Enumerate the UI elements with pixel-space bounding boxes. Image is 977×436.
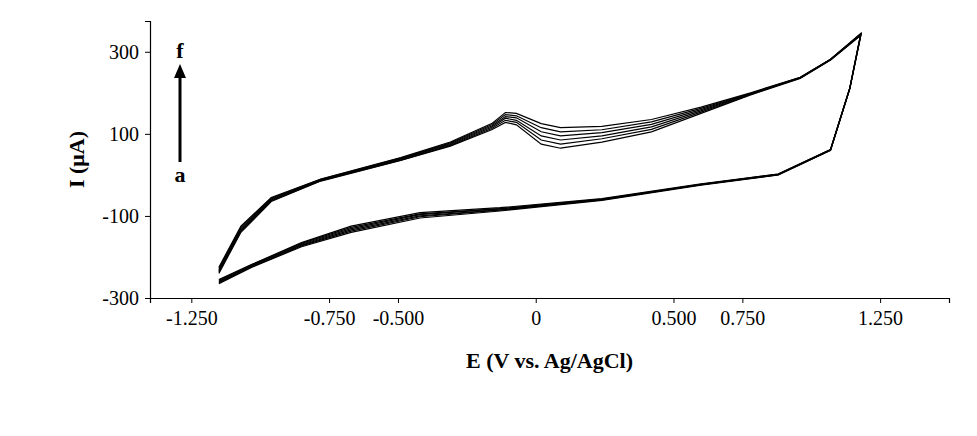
chart: -1.250 -0.750 -0.500 0 0.500 0.750 1.250 -300 -1… [0, 0, 977, 436]
annotation: f [176, 38, 184, 63]
x-tick-mark [398, 298, 399, 303]
x-tick: -0.500 [373, 298, 425, 329]
cv-curve [219, 34, 861, 281]
y-tick-label: 100 [109, 123, 139, 145]
x-axis: -1.250 -0.750 -0.500 0 0.500 0.750 1.250 [151, 298, 950, 329]
cv-curve [219, 35, 861, 283]
y-tick-label: -100 [102, 205, 139, 227]
x-axis-line [151, 299, 950, 304]
x-tick-label: -0.500 [373, 307, 425, 329]
x-tick-label: 0 [531, 307, 541, 329]
y-axis-title: I (μA) [64, 131, 89, 188]
x-axis-title: E (V vs. Ag/AgCl) [466, 348, 633, 373]
arrow-shaft [179, 72, 182, 162]
x-tick: -0.750 [304, 298, 356, 329]
x-tick-mark [329, 298, 330, 303]
x-tick-label: 1.250 [858, 307, 903, 329]
y-tick: 300 [109, 41, 150, 63]
y-tick: 100 [109, 123, 150, 145]
y-axis-line [145, 22, 151, 299]
arrow-head [174, 64, 186, 78]
y-tick-mark [145, 52, 150, 53]
cv-curve [219, 34, 861, 281]
x-tick: 0 [531, 298, 541, 329]
cv-curve [219, 35, 861, 282]
x-tick-mark [880, 298, 881, 303]
x-tick-label: -1.250 [166, 307, 218, 329]
x-tick: 0.500 [651, 298, 696, 329]
x-tick-label: 0.750 [720, 307, 765, 329]
y-tick: -300 [102, 287, 150, 309]
y-axis: -300 -100 100 300 [102, 22, 150, 309]
x-tick-mark [536, 298, 537, 303]
y-tick-label: 300 [109, 41, 139, 63]
cv-curve [219, 35, 861, 283]
x-tick-mark [742, 298, 743, 303]
x-tick-mark [191, 298, 192, 303]
annotation: a [175, 162, 186, 187]
x-tick-mark [673, 298, 674, 303]
y-tick-label: -300 [102, 287, 139, 309]
x-tick: 1.250 [858, 298, 903, 329]
x-tick: 0.750 [720, 298, 765, 329]
x-tick: -1.250 [166, 298, 218, 329]
cv-curve [219, 33, 861, 279]
lines [219, 33, 861, 283]
y-tick-mark [145, 134, 150, 135]
x-tick-label: 0.500 [651, 307, 696, 329]
scan-arrow: fa [174, 38, 186, 187]
y-tick-mark [145, 298, 150, 299]
x-tick-label: -0.750 [304, 307, 356, 329]
y-tick: -100 [102, 205, 150, 227]
y-tick-mark [145, 216, 150, 217]
